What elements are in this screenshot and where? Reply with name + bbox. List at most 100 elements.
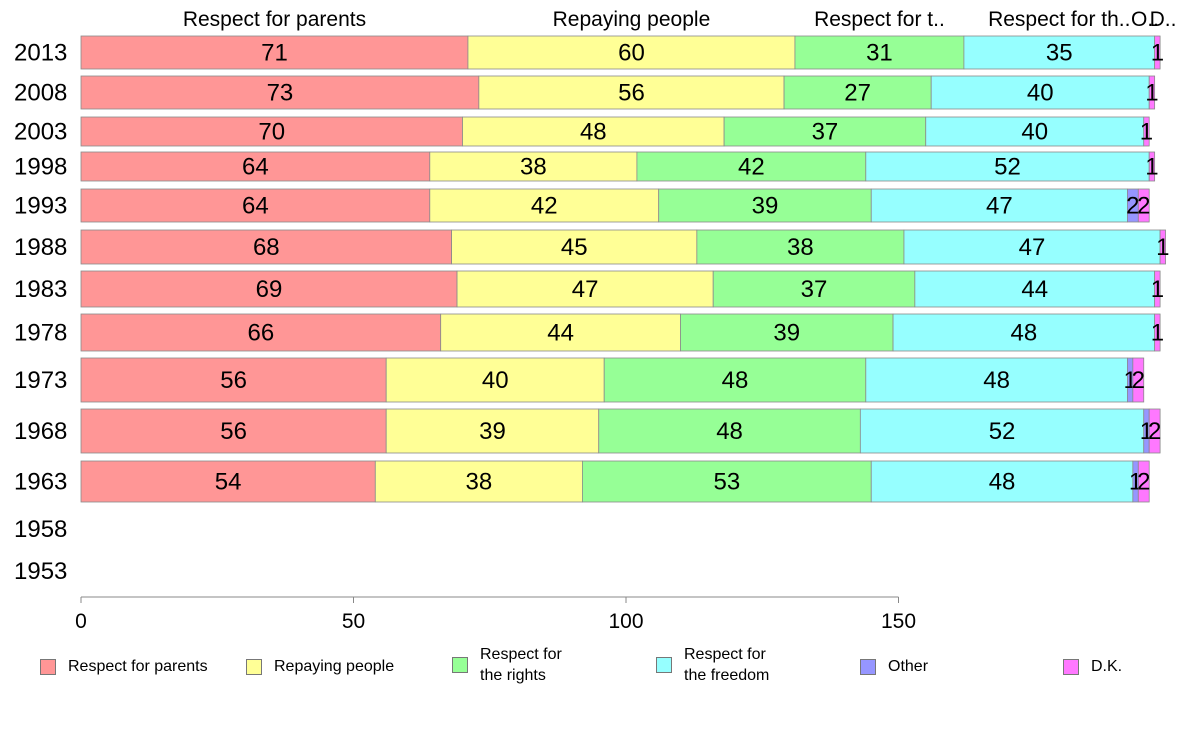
bar-respect-for-the-rights-2008 [783,75,932,110]
x-tick-label-100: 100 [608,610,643,633]
legend-swatch-respect-for-the-rights [452,657,468,673]
bar-respect-for-the-rights-2013 [794,35,965,70]
category-label-1963: 1963 [14,469,67,496]
data-label-d-k-1993: 2 [1137,193,1150,220]
data-label-d-k-1963: 2 [1137,469,1150,496]
bar-respect-for-the-freedom-1993 [870,188,1128,223]
data-label-respect-for-the-rights-1993: 39 [752,193,779,220]
bar-respect-for-parents-1998 [80,151,431,182]
bar-respect-for-parents-1993 [80,188,431,223]
bar-d-k-2013 [1154,35,1161,70]
data-label-respect-for-parents-1993: 64 [242,193,269,220]
category-label-2008: 2008 [14,80,67,107]
data-label-repaying-people-1968: 39 [479,418,506,445]
category-label-1998: 1998 [14,154,67,181]
data-label-repaying-people-1983: 47 [572,276,599,303]
bar-respect-for-the-freedom-1968 [859,408,1145,454]
bar-respect-for-the-rights-1993 [658,188,872,223]
data-label-repaying-people-1988: 45 [561,234,588,261]
top-label-respect-for-parents: Respect for parents [183,8,366,31]
data-label-d-k-1998: 1 [1145,154,1158,181]
bar-d-k-1983 [1154,270,1161,308]
data-label-repaying-people-1963: 38 [465,469,492,496]
data-label-d-k-2013: 1 [1151,40,1164,67]
data-label-respect-for-the-freedom-2013: 35 [1046,40,1073,67]
bar-respect-for-parents-1963 [80,460,376,503]
legend: Respect for parents Repaying people Resp… [0,642,1188,692]
top-label-other: O.. [1131,8,1159,31]
data-label-respect-for-parents-1973: 56 [220,367,247,394]
data-label-repaying-people-1993: 42 [531,193,558,220]
bar-d-k-1993 [1137,188,1150,223]
bar-respect-for-parents-1988 [80,229,453,265]
bar-repaying-people-1988 [451,229,698,265]
bar-d-k-1998 [1148,151,1156,182]
data-label-respect-for-parents-1968: 56 [220,418,247,445]
bar-repaying-people-1978 [440,313,681,352]
legend-swatch-dk [1063,658,1079,675]
category-label-1953: 1953 [14,558,67,585]
data-label-respect-for-the-freedom-1998: 52 [994,154,1021,181]
data-label-respect-for-the-rights-2013: 31 [866,40,893,67]
bar-respect-for-the-freedom-1963 [870,460,1134,503]
data-label-d-k-1978: 1 [1151,320,1164,347]
data-label-repaying-people-2013: 60 [618,40,645,67]
bar-respect-for-the-freedom-1973 [865,357,1128,403]
bar-respect-for-the-rights-1998 [636,151,867,182]
bar-respect-for-the-rights-2003 [723,116,927,147]
bar-d-k-1968 [1148,408,1161,454]
top-label-respect-for-the-freedom: Respect for th.. [988,8,1130,31]
bar-respect-for-the-rights-1963 [582,460,872,503]
data-label-respect-for-the-rights-2008: 27 [844,80,871,107]
data-label-respect-for-the-freedom-2008: 40 [1027,80,1054,107]
data-label-d-k-1968: 2 [1148,418,1161,445]
x-tick-label-50: 50 [342,610,365,633]
bar-d-k-1963 [1137,460,1150,503]
legend-swatch-respect-for-parents [40,658,56,675]
bar-respect-for-the-rights-1973 [603,357,867,403]
bar-respect-for-parents-1973 [80,357,387,403]
x-tick-label-0: 0 [75,610,87,633]
bar-repaying-people-2013 [467,35,796,70]
top-label-repaying-people: Repaying people [553,8,711,31]
data-label-respect-for-the-freedom-1963: 48 [989,469,1016,496]
data-label-respect-for-parents-2008: 73 [267,80,294,107]
bar-d-k-1973 [1132,357,1145,403]
data-label-repaying-people-1973: 40 [482,367,509,394]
category-label-1993: 1993 [14,193,67,220]
bar-repaying-people-2008 [478,75,785,110]
legend-label: Respect for the freedom [684,646,770,684]
bar-repaying-people-1968 [385,408,600,454]
data-label-respect-for-the-freedom-1973: 48 [983,367,1010,394]
bar-d-k-1978 [1154,313,1161,352]
legend-label: Respect for the rights [480,646,562,684]
category-label-1988: 1988 [14,234,67,261]
legend-label: Respect for parents [68,658,208,675]
data-label-repaying-people-2003: 48 [580,119,607,146]
data-label-respect-for-the-rights-1978: 39 [773,320,800,347]
data-label-respect-for-the-freedom-1993: 47 [986,193,1013,220]
data-label-respect-for-the-freedom-1983: 44 [1021,276,1048,303]
bar-repaying-people-1963 [374,460,583,503]
category-label-2013: 2013 [14,40,67,67]
data-label-respect-for-the-rights-1968: 48 [716,418,743,445]
data-label-d-k-2008: 1 [1145,80,1158,107]
legend-label: Other [888,658,929,675]
category-label-2003: 2003 [14,119,67,146]
data-label-respect-for-parents-1998: 64 [242,154,269,181]
data-label-respect-for-parents-2003: 70 [258,119,285,146]
bar-d-k-1988 [1159,229,1166,265]
data-label-respect-for-parents-1978: 66 [247,320,274,347]
data-label-respect-for-the-rights-1973: 48 [722,367,749,394]
legend-item-other: Other [860,656,928,677]
bar-respect-for-the-freedom-2008 [930,75,1150,110]
data-label-respect-for-the-rights-1998: 42 [738,154,765,181]
data-label-other-1993: 2 [1126,193,1139,220]
data-label-respect-for-the-freedom-2003: 40 [1021,119,1048,146]
legend-item-respect-for-the-freedom: Respect for the freedom [656,644,769,686]
bar-respect-for-the-freedom-1998 [865,151,1150,182]
category-label-1958: 1958 [14,516,67,543]
x-tick-label-150: 150 [881,610,916,633]
bar-respect-for-parents-1983 [80,270,458,308]
